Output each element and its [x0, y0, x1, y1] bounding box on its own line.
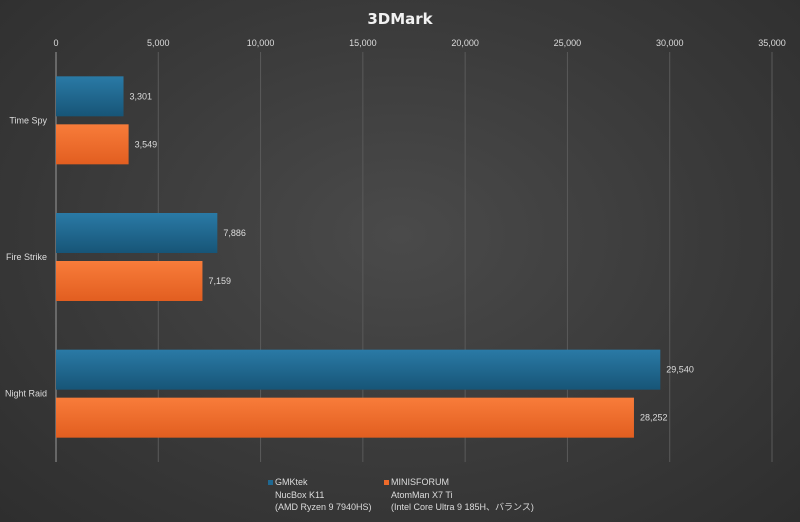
x-axis-ticks: 0 5,000 10,000 15,000 20,000 25,000 30,000 35,0… [53, 38, 785, 48]
x-tick-label: 15,000 [349, 38, 377, 48]
legend-item-series-1: GMKtek NucBox K11 (AMD Ryzen 9 7940HS) [268, 476, 372, 514]
legend-sublabel: AtomMan X7 Ti [391, 489, 453, 500]
bar [56, 397, 634, 438]
data-label: 7,886 [223, 228, 246, 238]
data-labels: 3,301 3,549 7,886 7,159 29,540 28,252 [130, 91, 694, 422]
category-label: Fire Strike [6, 252, 47, 262]
legend-swatch-orange [384, 480, 389, 485]
data-label: 3,549 [135, 139, 158, 149]
x-tick-label: 20,000 [451, 38, 479, 48]
category-labels: Time Spy Fire Strike Night Raid [5, 115, 48, 398]
bar [56, 124, 129, 165]
x-tick-label: 10,000 [247, 38, 275, 48]
chart-title: 3DMark [367, 10, 433, 28]
bar [56, 349, 661, 390]
legend-label: MINISFORUM [391, 477, 449, 487]
legend-label: GMKtek [275, 477, 308, 487]
data-label: 29,540 [666, 365, 694, 375]
x-tick-label: 5,000 [147, 38, 170, 48]
bar [56, 261, 203, 301]
category-label: Time Spy [9, 115, 47, 125]
legend-item-series-2: MINISFORUM AtomMan X7 Ti (Intel Core Ult… [384, 476, 534, 514]
data-label: 7,159 [208, 276, 231, 286]
x-tick-label: 0 [53, 38, 58, 48]
legend-sublabel: NucBox K11 [275, 489, 325, 500]
data-label: 28,252 [640, 413, 668, 423]
legend-swatch-blue [268, 480, 273, 485]
category-label: Night Raid [5, 389, 47, 399]
legend-sublabel: (Intel Core Ultra 9 185H、バランス) [391, 502, 534, 512]
bar [56, 76, 124, 117]
x-tick-label: 35,000 [758, 38, 786, 48]
gridlines [55, 52, 773, 462]
x-tick-label: 25,000 [554, 38, 582, 48]
bars [56, 76, 661, 438]
data-label: 3,301 [130, 91, 153, 101]
bar [56, 213, 218, 253]
x-tick-label: 30,000 [656, 38, 684, 48]
legend-sublabel: (AMD Ryzen 9 7940HS) [275, 502, 372, 512]
